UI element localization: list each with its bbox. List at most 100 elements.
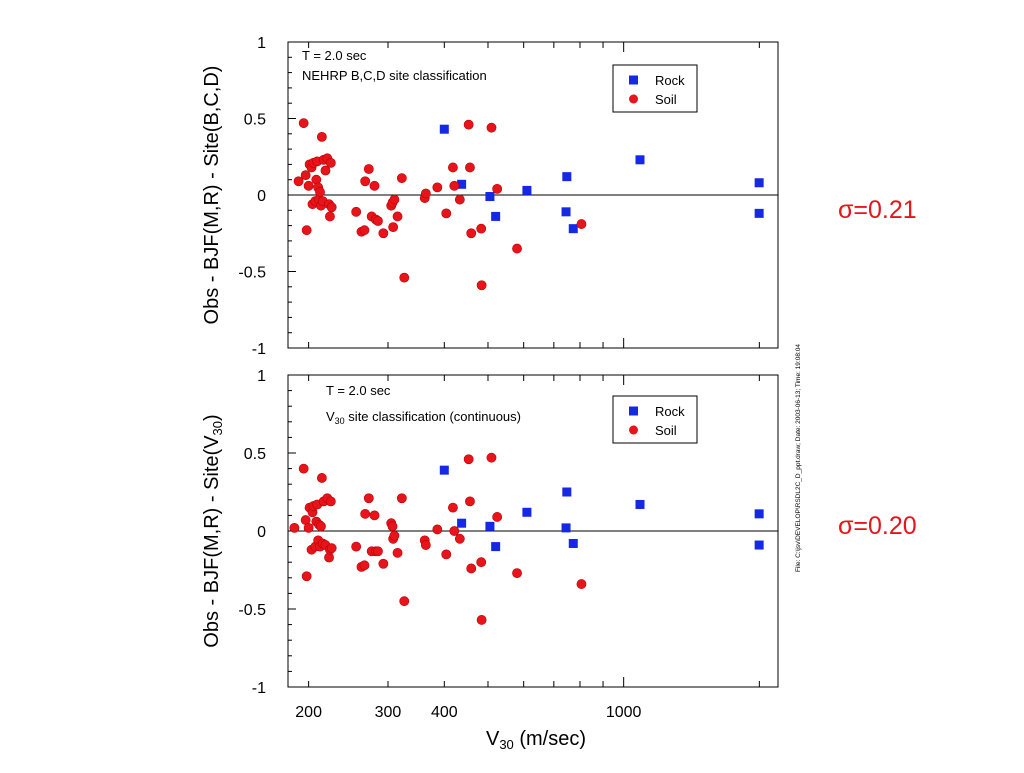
y-tick-label: -1 (252, 341, 266, 358)
soil-point (325, 496, 336, 507)
soil-point (300, 170, 311, 181)
soil-point (360, 176, 371, 187)
legend-box (612, 395, 698, 444)
rock-point (485, 192, 495, 202)
soil-point (325, 157, 336, 168)
legend-soil-marker (629, 94, 638, 104)
legend-label-rock: Rock (655, 73, 685, 88)
rock-point (522, 507, 532, 517)
x-axis-title-main: V (486, 728, 500, 750)
rock-point (457, 518, 467, 528)
soil-point (289, 522, 300, 533)
annotation-line: T = 2.0 sec (326, 383, 391, 398)
rock-point (754, 540, 764, 550)
annotation-line: V30 site classification (continuous) (326, 409, 521, 426)
soil-point (301, 571, 312, 582)
soil-point (476, 615, 487, 625)
y-axis-title: Obs - BJF(M,R) - Site(V30) (201, 414, 225, 647)
y-tick-label: 0.5 (244, 112, 266, 129)
y-axis-title: Obs - BJF(M,R) - Site(B,C,D) (201, 66, 223, 325)
x-axis-title: V30 (m/sec) (486, 728, 586, 752)
rock-point (754, 509, 764, 519)
soil-point (396, 173, 407, 184)
x-tick-label: 400 (431, 704, 458, 721)
soil-point (512, 568, 522, 579)
y-tick-label: 1 (257, 35, 266, 52)
soil-point (359, 225, 370, 236)
rock-point (635, 499, 645, 509)
rock-point (754, 208, 764, 218)
soil-point (369, 180, 380, 191)
soil-point (360, 508, 371, 519)
soil-point (449, 526, 460, 536)
bottom-panel: 1 0.5 0 -0.5 -1 T = 2.0 sec V30 site classific… (201, 368, 779, 697)
soil-point (320, 165, 331, 176)
rock-point (485, 521, 495, 531)
rock-point (522, 185, 532, 195)
soil-point (369, 510, 380, 521)
soil-point (465, 162, 475, 173)
rock-point (568, 538, 578, 548)
rock-point (561, 523, 571, 533)
rock-point (491, 211, 501, 221)
soil-point (389, 530, 400, 541)
soil-point (389, 194, 400, 205)
y-tick-label: 0 (257, 524, 266, 541)
soil-point (448, 162, 458, 173)
soil-point (476, 557, 487, 568)
rock-point (635, 155, 645, 165)
soil-point (326, 543, 337, 554)
soil-point (463, 119, 474, 130)
soil-point (463, 454, 474, 465)
soil-point (576, 219, 587, 229)
rock-point (568, 224, 578, 234)
soil-point (441, 549, 452, 560)
soil-point (293, 176, 304, 187)
soil-point (316, 521, 326, 532)
soil-point (486, 122, 497, 133)
rock-point (754, 178, 764, 188)
soil-point (399, 596, 410, 607)
y-tick-label: 1 (257, 368, 266, 385)
soil-point (378, 228, 389, 239)
soil-point (476, 223, 487, 234)
soil-point (486, 452, 497, 463)
soil-point (363, 493, 374, 504)
soil-point (454, 533, 465, 544)
y-tick-label: -0.5 (238, 602, 266, 619)
y-tick-label: -1 (252, 680, 266, 697)
rock-point (561, 207, 571, 217)
soil-point (432, 524, 443, 535)
soil-point (465, 496, 475, 507)
soil-point (325, 211, 335, 222)
sigma-label-top: σ=0.21 (838, 196, 917, 224)
soil-point (326, 202, 337, 213)
soil-point (449, 180, 460, 191)
rock-point (439, 124, 449, 134)
file-stamp: File: C:\jsv\DEVELOP\RSDL2C_D_ppt.draw; … (795, 344, 802, 572)
legend-soil-marker (629, 425, 638, 435)
soil-point (363, 164, 374, 174)
soil-point (512, 243, 522, 254)
annotation-line: NEHRP B,C,D site classification (302, 68, 487, 83)
x-tick-label: 300 (375, 704, 402, 721)
soil-point (441, 208, 452, 219)
soil-point (392, 547, 403, 558)
soil-point (316, 473, 327, 483)
x-axis-title-unit: (m/sec) (514, 728, 586, 750)
soil-point (387, 521, 398, 532)
soil-point (303, 180, 314, 191)
soil-point (315, 187, 325, 197)
soil-point (351, 541, 362, 552)
soil-point (448, 502, 458, 513)
soil-point (298, 118, 309, 128)
soil-point (301, 225, 312, 236)
soil-point (392, 211, 403, 222)
soil-point (466, 228, 477, 239)
soil-point (373, 546, 383, 557)
x-axis-tick-labels: 200 300 400 1000 (295, 704, 641, 721)
soil-point (466, 563, 477, 574)
soil-point (492, 512, 503, 522)
